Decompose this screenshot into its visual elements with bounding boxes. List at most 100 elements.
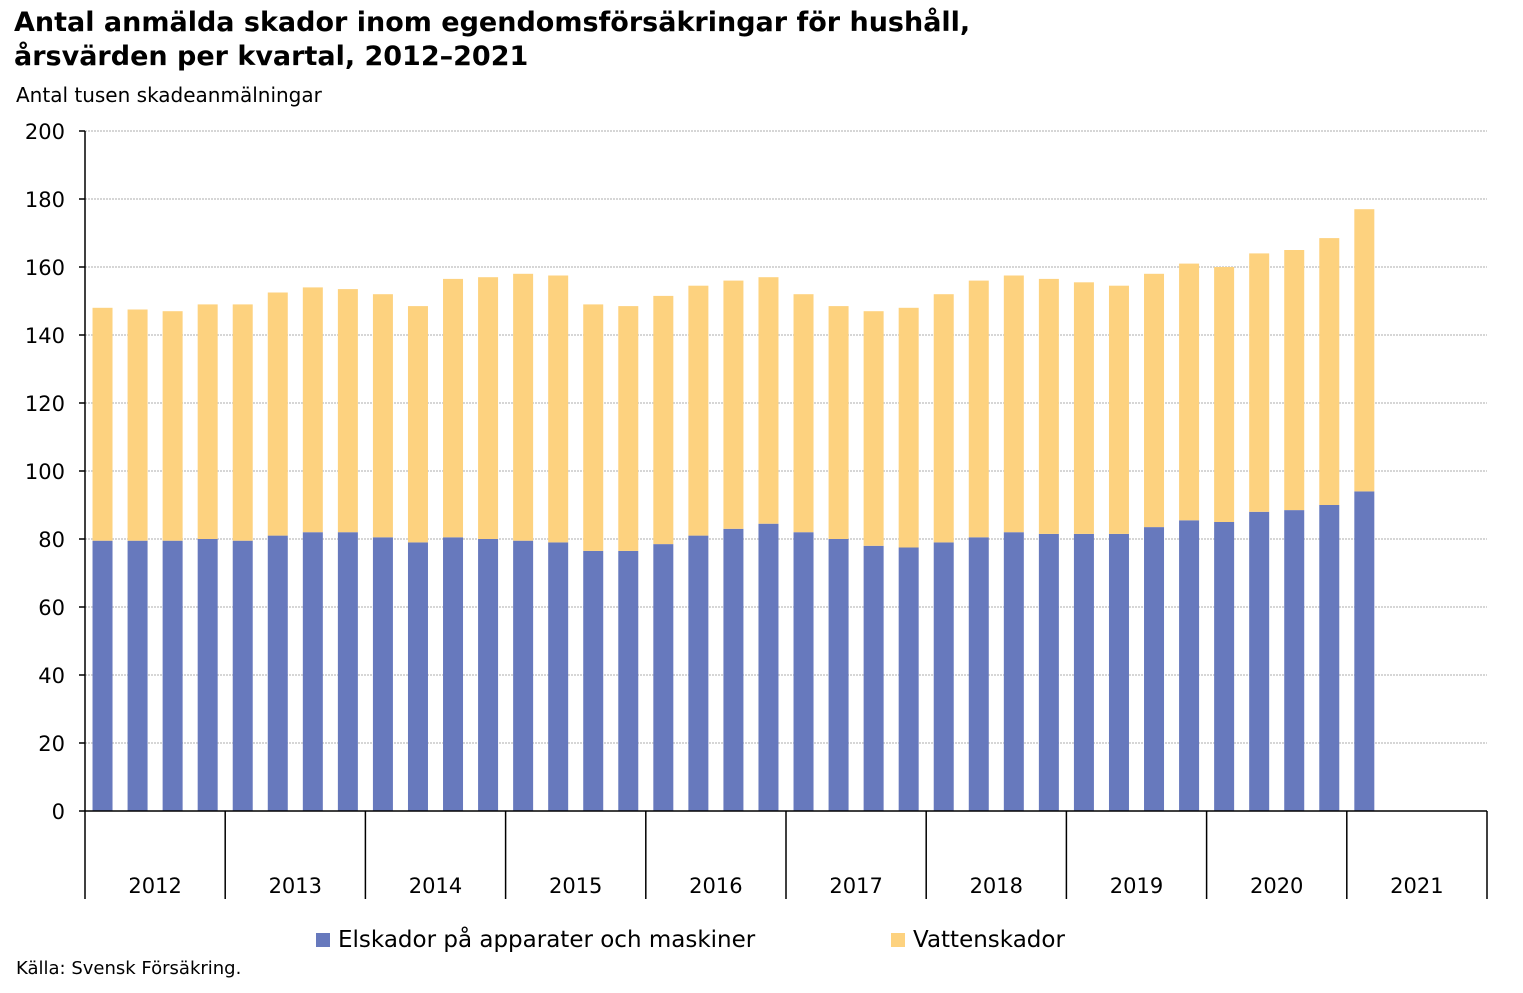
y-axis-ticks: 0 20 40 60 80 100 120 140 160 180 200 — [25, 120, 85, 824]
x-axis: 2012 2013 2014 2015 2016 2017 2018 2019 2020 2021 — [84, 131, 1488, 899]
bar-vattenskador — [302, 287, 323, 533]
bar-vattenskador — [583, 304, 604, 551]
bar-elskador — [1179, 520, 1200, 811]
x-tick-label-year: 2014 — [409, 874, 462, 898]
x-tick-label-year: 2013 — [269, 874, 322, 898]
bar-elskador — [1319, 505, 1340, 811]
bar-vattenskador — [898, 307, 919, 548]
bar-vattenskador — [1284, 250, 1305, 511]
bar-vattenskador — [1003, 275, 1024, 533]
bar-vattenskador — [828, 306, 849, 539]
bar-elskador — [1214, 522, 1235, 811]
bar-vattenskador — [548, 275, 569, 543]
bar-elskador — [407, 542, 428, 811]
bar-elskador — [478, 539, 499, 811]
bar-elskador — [653, 544, 674, 811]
bar-vattenskador — [1319, 238, 1340, 505]
bar-elskador — [513, 540, 534, 811]
y-tick-label: 200 — [25, 120, 65, 144]
bar-elskador — [1144, 527, 1165, 811]
x-tick-label-year: 2018 — [970, 874, 1023, 898]
bar-vattenskador — [1073, 282, 1094, 534]
legend-item-vattenskador: Vattenskador — [891, 925, 1065, 955]
bar-vattenskador — [337, 289, 358, 533]
x-tick-label-year: 2012 — [128, 874, 181, 898]
bar-elskador — [197, 539, 218, 811]
legend-swatch-vattenskador — [891, 933, 905, 947]
x-tick-label-year: 2020 — [1250, 874, 1303, 898]
legend-item-elskador: Elskador på apparater och maskiner — [316, 925, 755, 955]
bar-elskador — [583, 550, 604, 811]
bar-vattenskador — [162, 311, 183, 541]
bar-elskador — [793, 532, 814, 811]
bars — [92, 209, 1375, 811]
bar-vattenskador — [933, 294, 954, 543]
bar-vattenskador — [92, 307, 113, 541]
bar-vattenskador — [723, 280, 744, 529]
bar-elskador — [372, 537, 393, 811]
bar-elskador — [232, 540, 253, 811]
y-tick-label: 180 — [25, 188, 65, 212]
bar-elskador — [618, 550, 639, 811]
bar-vattenskador — [232, 304, 253, 541]
bar-vattenskador — [197, 304, 218, 539]
bar-elskador — [1284, 510, 1305, 811]
bar-elskador — [968, 537, 989, 811]
bar-elskador — [723, 528, 744, 811]
legend-swatch-elskador — [316, 933, 330, 947]
legend-label-elskador: Elskador på apparater och maskiner — [338, 927, 756, 953]
bar-vattenskador — [968, 280, 989, 538]
bar-elskador — [127, 540, 148, 811]
bar-elskador — [1038, 533, 1059, 811]
bar-vattenskador — [758, 277, 779, 524]
bar-elskador — [933, 542, 954, 811]
bar-vattenskador — [653, 295, 674, 545]
bar-elskador — [162, 540, 183, 811]
bar-elskador — [337, 532, 358, 811]
bar-vattenskador — [443, 278, 464, 538]
bar-elskador — [302, 532, 323, 811]
bar-elskador — [898, 547, 919, 811]
legend: Elskador på apparater och maskiner Vatte… — [0, 925, 1523, 959]
chart-title-line-2: årsvärden per kvartal, 2012–2021 — [14, 41, 529, 72]
bar-vattenskador — [513, 273, 534, 541]
bar-vattenskador — [127, 309, 148, 541]
x-tick-label-year: 2021 — [1390, 874, 1443, 898]
bar-vattenskador — [267, 292, 288, 536]
legend-label-vattenskador: Vattenskador — [913, 927, 1065, 953]
y-tick-label: 20 — [38, 732, 65, 756]
bar-vattenskador — [1249, 253, 1270, 512]
stacked-bar-chart: 0 20 40 60 80 100 120 140 160 180 200 2012 2013 2014… — [25, 120, 1488, 899]
y-tick-label: 60 — [38, 596, 65, 620]
bar-elskador — [1108, 533, 1129, 811]
chart-title: Antal anmälda skador inom egendomsförsäk… — [14, 6, 1494, 74]
bar-vattenskador — [1179, 263, 1200, 521]
bar-elskador — [1073, 533, 1094, 811]
x-tick-label-year: 2015 — [549, 874, 602, 898]
y-tick-label: 120 — [25, 392, 65, 416]
y-tick-label: 140 — [25, 324, 65, 348]
bar-vattenskador — [793, 294, 814, 533]
y-tick-label: 160 — [25, 256, 65, 280]
bar-elskador — [267, 535, 288, 811]
bar-elskador — [758, 523, 779, 811]
bar-elskador — [828, 539, 849, 811]
bar-vattenskador — [1108, 285, 1129, 534]
bar-vattenskador — [1038, 278, 1059, 534]
y-axis-label: Antal tusen skadeanmälningar — [16, 83, 322, 107]
y-tick-label: 0 — [52, 800, 65, 824]
gridlines — [85, 130, 1487, 744]
bar-vattenskador — [372, 294, 393, 538]
bar-elskador — [1249, 511, 1270, 811]
bar-elskador — [863, 545, 884, 811]
bar-vattenskador — [1354, 209, 1375, 492]
bar-vattenskador — [407, 306, 428, 543]
x-tick-label-year: 2017 — [829, 874, 882, 898]
bar-vattenskador — [618, 306, 639, 551]
bar-elskador — [548, 542, 569, 811]
bar-vattenskador — [478, 277, 499, 539]
bar-vattenskador — [1144, 273, 1165, 528]
x-tick-label-year: 2019 — [1110, 874, 1163, 898]
y-tick-label: 100 — [25, 460, 65, 484]
bar-elskador — [443, 537, 464, 811]
